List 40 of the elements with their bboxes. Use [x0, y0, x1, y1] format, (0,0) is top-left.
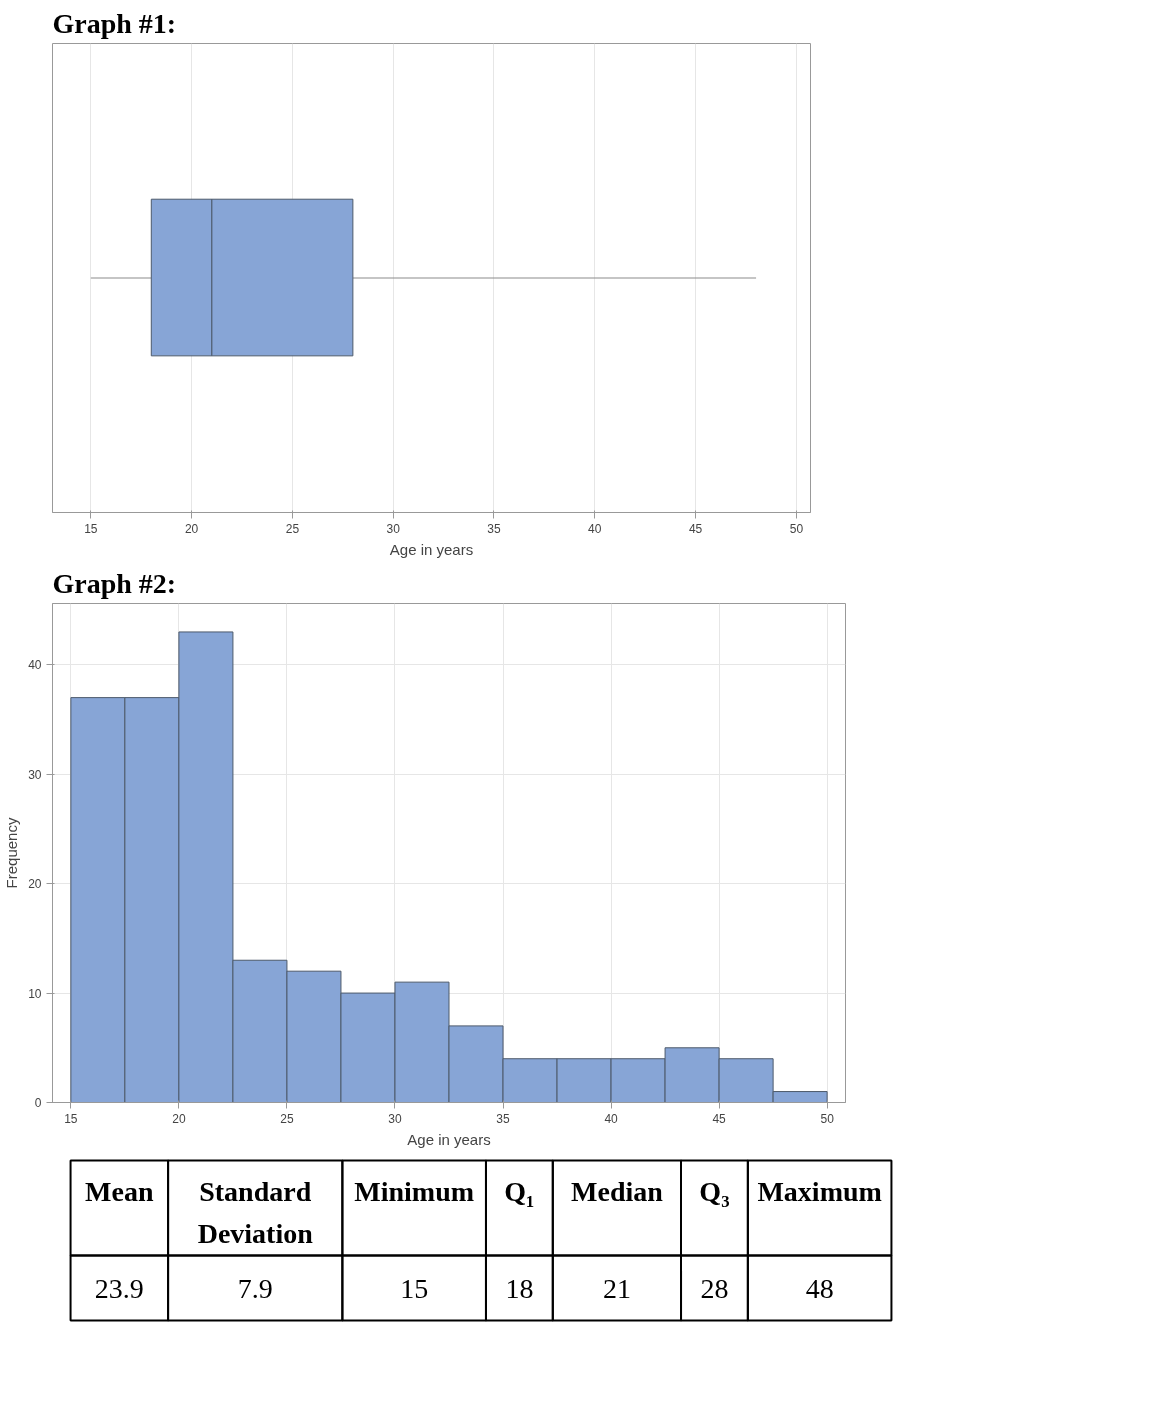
category-label: Q₃: [699, 1175, 730, 1207]
category-label: Mean: [85, 1175, 154, 1207]
x-tick-label: 20: [184, 521, 199, 536]
x-tick-label: 30: [388, 1111, 402, 1126]
category-label: Maximum: [757, 1175, 882, 1207]
x-tick-label: 40: [604, 1111, 619, 1126]
category-label: Minimum: [354, 1175, 475, 1207]
x-tick-label: 50: [820, 1111, 835, 1126]
y-tick-label: 20: [28, 877, 42, 892]
y-tick-label: 30: [28, 767, 42, 782]
x-axis-title: Age in years: [389, 540, 474, 558]
x-tick-label: 25: [280, 1111, 294, 1126]
x-tick-label: 25: [285, 521, 300, 536]
category-label: Standard Deviation: [197, 1175, 314, 1249]
data-label: 23.9: [94, 1272, 144, 1304]
y-tick-label: 10: [28, 986, 42, 1001]
y-axis-title: Frequency: [3, 817, 21, 889]
category-label: Median: [571, 1175, 664, 1207]
data-label: 28: [700, 1272, 729, 1304]
x-tick-label: 40: [588, 521, 602, 536]
y-tick-label: 40: [28, 658, 42, 673]
data-label: 48: [805, 1272, 834, 1304]
x-tick-label: 45: [688, 521, 703, 536]
x-tick-label: 45: [712, 1111, 727, 1126]
category-label: Q₁: [504, 1175, 535, 1207]
data-label: 7.9: [237, 1272, 273, 1304]
y-tick-label: 0: [34, 1096, 42, 1110]
x-tick-label: 30: [386, 521, 401, 536]
chart-title: Graph #2:: [52, 567, 177, 599]
data-label: 18: [505, 1272, 534, 1304]
x-tick-label: 35: [496, 1111, 511, 1126]
x-tick-label: 15: [84, 521, 98, 536]
x-tick-label: 20: [172, 1111, 186, 1126]
x-tick-label: 15: [64, 1111, 78, 1126]
x-tick-label: 35: [487, 521, 501, 536]
data-label: 15: [400, 1272, 429, 1304]
x-tick-label: 50: [789, 521, 804, 536]
data-label: 21: [602, 1272, 631, 1304]
chart-title: Graph #1:: [52, 7, 177, 39]
x-axis-title: Age in years: [407, 1130, 491, 1148]
